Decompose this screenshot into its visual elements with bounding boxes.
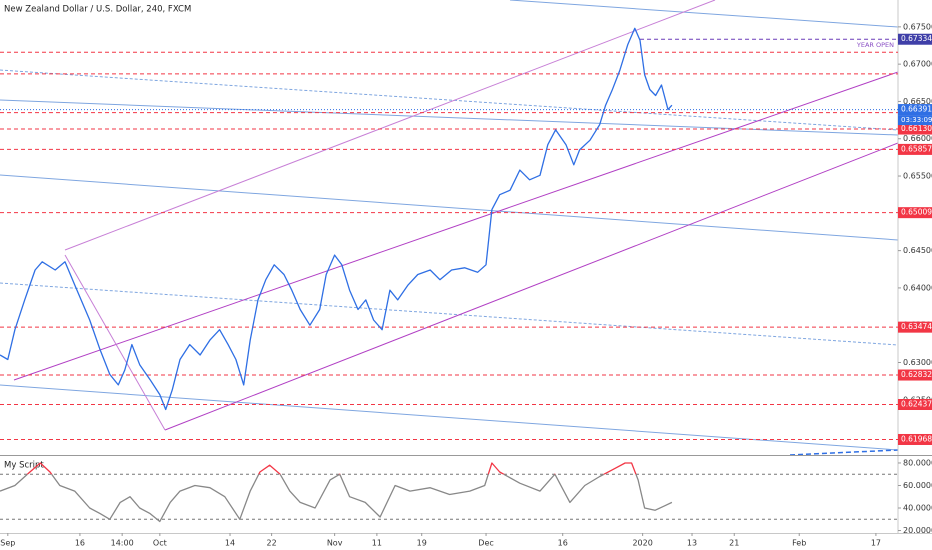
price-label: 0.66130 bbox=[901, 124, 932, 133]
x-tick-label: 2020 bbox=[632, 539, 652, 548]
price-label-box bbox=[898, 433, 932, 445]
price-label: 0.62832 bbox=[901, 370, 932, 379]
trend-line bbox=[789, 449, 898, 455]
x-tick-label: 11 bbox=[372, 539, 382, 548]
x-tick-label: Feb bbox=[792, 539, 806, 548]
channel-line bbox=[64, 254, 166, 431]
trend-line bbox=[509, 0, 898, 28]
indicator-title: My Script bbox=[4, 461, 44, 471]
x-tick-label: 22 bbox=[267, 539, 277, 548]
price-label: 0.66391 bbox=[901, 105, 932, 114]
price-label-box bbox=[898, 321, 932, 333]
channel-line bbox=[164, 142, 898, 431]
drawings bbox=[0, 0, 898, 455]
y-tick-label: 0.63000 bbox=[903, 358, 932, 367]
x-tick-label: 16 bbox=[558, 539, 568, 548]
price-line bbox=[0, 27, 673, 411]
x-tick-label: Sep bbox=[0, 539, 15, 548]
trend-line bbox=[0, 69, 898, 131]
price-label: 0.61968 bbox=[901, 434, 932, 443]
chart-title: New Zealand Dollar / U.S. Dollar, 240, F… bbox=[4, 5, 191, 15]
price-label: 0.62437 bbox=[901, 400, 932, 409]
price-label-box bbox=[898, 399, 932, 411]
x-tick-label: 16 bbox=[75, 539, 85, 548]
x-tick-label: 14 bbox=[225, 539, 235, 548]
x-tick-label: Nov bbox=[327, 539, 343, 548]
main-pane bbox=[0, 27, 898, 440]
y-tick-label: 80.00000 bbox=[903, 458, 932, 467]
price-label: 0.67334 bbox=[901, 34, 932, 43]
countdown: 03:33:09 bbox=[901, 116, 932, 124]
y-tick-label: 20.00000 bbox=[903, 526, 932, 535]
trend-line bbox=[0, 384, 898, 451]
price-label: 0.65857 bbox=[901, 144, 932, 153]
countdown-box bbox=[898, 115, 932, 126]
price-label: 0.65009 bbox=[901, 208, 932, 217]
y-tick-label: 40.00000 bbox=[903, 504, 932, 513]
x-tick-label: 21 bbox=[729, 539, 739, 548]
price-label-box bbox=[898, 143, 932, 155]
price-label: 0.63474 bbox=[901, 322, 932, 331]
x-tick-label: Dec bbox=[478, 539, 493, 548]
x-tick-label: 13 bbox=[687, 539, 697, 548]
x-tick-label: Oct bbox=[153, 539, 167, 548]
price-label-box bbox=[898, 207, 932, 219]
year-open-text: YEAR OPEN bbox=[856, 41, 894, 49]
x-tick-label: 17 bbox=[871, 539, 881, 548]
trend-line bbox=[0, 282, 898, 346]
y-tick-label: 60.00000 bbox=[903, 481, 932, 490]
price-label-box bbox=[898, 33, 932, 45]
indicator-line bbox=[0, 474, 673, 523]
price-label-box bbox=[898, 104, 932, 116]
trend-line bbox=[0, 99, 898, 136]
channel-line bbox=[13, 71, 898, 381]
x-tick-label: 14:00 bbox=[111, 539, 134, 548]
price-label-box bbox=[898, 123, 932, 135]
x-tick-label: 19 bbox=[417, 539, 427, 548]
trend-line bbox=[0, 174, 898, 241]
price-label-box bbox=[898, 369, 932, 381]
indicator-cold bbox=[0, 474, 673, 523]
channel-line bbox=[64, 0, 716, 251]
